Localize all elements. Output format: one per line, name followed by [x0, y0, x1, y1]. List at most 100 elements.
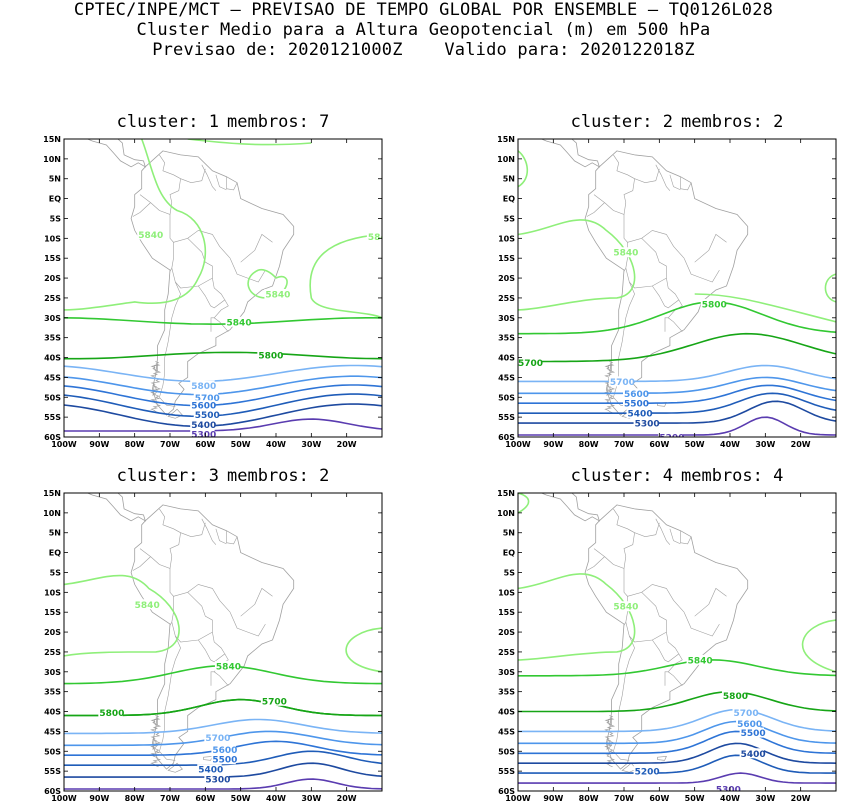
contour-label-bg: [211, 754, 236, 765]
country-border: [655, 518, 671, 545]
contour-label-bg: [658, 432, 683, 437]
lat-tick-label: 5N: [49, 529, 61, 538]
contour-label-bg: [700, 298, 726, 309]
contour-label: 5300: [635, 420, 660, 430]
lat-tick-label: 50S: [44, 393, 61, 402]
contour-line-5840: [801, 619, 836, 673]
lat-tick-label: 5N: [503, 529, 515, 538]
members-label: membros: 2: [227, 466, 330, 486]
contour-label: 5500: [195, 411, 220, 421]
lon-tick-label: 40W: [266, 440, 286, 449]
country-border: [150, 556, 174, 626]
lat-tick-label: 15S: [44, 254, 61, 263]
contour-label: 5300: [716, 786, 741, 796]
lat-tick-label: 60S: [498, 787, 515, 796]
contour-label-bg: [214, 660, 240, 671]
country-border: [694, 233, 727, 263]
contour-label-bg: [612, 247, 637, 258]
contour-label-bg: [714, 784, 740, 791]
contour-label: 5840: [135, 601, 160, 611]
south-america-coastline: [130, 150, 295, 416]
contour-label-bg: [133, 599, 159, 610]
lat-tick-label: 45S: [498, 727, 515, 736]
panel-title: cluster: 1 membros: 7: [44, 112, 402, 132]
lat-tick-label: 20S: [498, 628, 515, 637]
lat-tick-label: 20S: [44, 274, 61, 283]
lat-tick-label: 35S: [44, 334, 61, 343]
contour-label-bg: [190, 429, 215, 437]
country-border: [664, 317, 669, 332]
lat-tick-label: EQ: [503, 549, 515, 558]
central-america-coastline: [540, 493, 600, 522]
contour-label: 5800: [702, 300, 727, 310]
lat-tick-label: 15N: [43, 135, 61, 144]
lat-tick-label: 10N: [497, 509, 515, 518]
contour-line-5200: [518, 742, 836, 764]
lat-tick-label: 10S: [498, 234, 515, 243]
lat-tick-label: 10N: [43, 509, 61, 518]
members-label: membros: 2: [681, 112, 784, 132]
lon-tick-label: 70W: [614, 440, 634, 449]
lon-tick-label: 60W: [195, 794, 215, 803]
contour-label: 5700: [518, 359, 543, 369]
contour-label-bg: [137, 229, 162, 240]
lat-tick-label: 55S: [498, 767, 515, 776]
lat-tick-label: 35S: [498, 334, 515, 343]
lon-tick-label: 80W: [125, 794, 145, 803]
lat-tick-label: 5S: [50, 214, 62, 223]
contour-line-5840: [518, 150, 529, 188]
lat-tick-label: EQ: [49, 195, 61, 204]
contour-line-5300: [518, 754, 836, 774]
country-border: [669, 174, 681, 191]
lat-tick-label: 50S: [498, 393, 515, 402]
lon-tick-label: 100W: [505, 794, 531, 803]
lon-tick-label: 100W: [51, 440, 77, 449]
members-label: membros: 4: [681, 466, 784, 486]
contour-label: 5840: [688, 656, 713, 666]
country-border: [613, 635, 635, 761]
lat-tick-label: 40S: [44, 708, 61, 717]
contour-label-bg: [190, 400, 215, 411]
lat-tick-label: 5S: [50, 568, 62, 577]
contour-line-5800: [64, 317, 382, 326]
cluster-label: cluster: 3: [116, 466, 219, 486]
contour-label-bg: [721, 690, 747, 701]
lat-tick-label: 55S: [44, 767, 61, 776]
island-outline: [203, 755, 213, 761]
contour-label: 5700: [262, 697, 287, 707]
country-border: [229, 612, 266, 637]
contour-line-5500: [64, 375, 382, 396]
contour-label-bg: [518, 357, 542, 368]
country-border: [683, 258, 720, 283]
contour-label-bg: [626, 408, 651, 419]
contour-label-bg: [366, 231, 382, 242]
contour-line-5700: [518, 690, 836, 713]
contour-line-5100: [64, 418, 382, 432]
country-border: [634, 168, 660, 184]
contour-line-5840: [309, 233, 382, 319]
members-label: membros: 7: [227, 112, 330, 132]
lon-tick-label: 90W: [543, 440, 563, 449]
contour-line-5600: [518, 364, 836, 383]
lon-tick-label: 60W: [195, 440, 215, 449]
contour-line-5300: [64, 393, 382, 418]
contour-label-bg: [736, 718, 761, 729]
contour-line-5840: [247, 268, 288, 299]
country-border: [240, 233, 273, 263]
lat-tick-label: 5N: [503, 175, 515, 184]
lon-tick-label: 40W: [720, 440, 740, 449]
contour-label: 5400: [198, 766, 223, 776]
contour-label-bg: [623, 388, 648, 399]
contour-line-5300: [518, 392, 836, 414]
contour-label-bg: [257, 349, 282, 360]
contour-label-bg: [193, 409, 219, 420]
contour-label: 5300: [191, 431, 216, 441]
contour-label-bg: [732, 707, 757, 718]
south-america-coastline: [130, 504, 295, 770]
contour-label-bg: [739, 727, 764, 738]
contour-label: 5840: [227, 318, 252, 328]
contour-line-5400: [64, 384, 382, 407]
contour-label-bg: [193, 392, 219, 403]
chile-fjords: [604, 361, 616, 414]
contour-label: 5700: [205, 734, 230, 744]
